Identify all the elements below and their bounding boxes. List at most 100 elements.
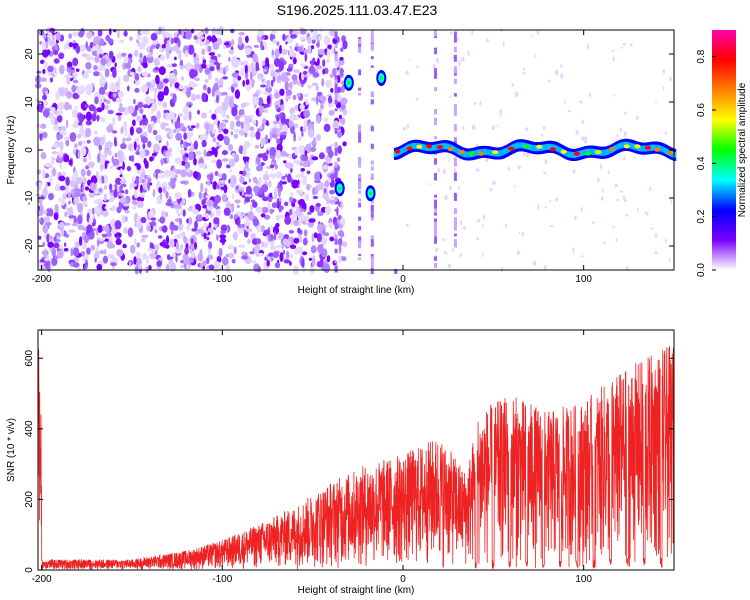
carrier-hotspot (585, 151, 591, 156)
noise-speck (43, 216, 51, 224)
x-tick-label: 0 (400, 274, 406, 285)
noise-speck (477, 219, 481, 223)
noise-speck (64, 222, 71, 226)
noise-speck (87, 57, 95, 61)
noise-speck (94, 251, 100, 260)
noise-speck (279, 180, 283, 188)
noise-speck (500, 113, 502, 118)
noise-speck (300, 126, 304, 132)
noise-speck (297, 46, 304, 52)
noise-speck (306, 183, 311, 191)
noise-speck (272, 173, 276, 179)
noise-speck (190, 93, 196, 102)
y-tick-label: 20 (24, 48, 35, 60)
noise-speck (198, 163, 204, 169)
colorbar-ticks: 0.0 0.2 0.4 0.6 0.8 (696, 49, 716, 277)
noise-speck (134, 87, 140, 93)
vertical-streak-segment (434, 241, 437, 244)
noise-speck (71, 223, 79, 227)
vertical-streak-segment (358, 40, 362, 45)
noise-speck (206, 199, 214, 207)
noise-speck (136, 163, 141, 171)
noise-speck (147, 181, 150, 191)
noise-speck (38, 196, 43, 204)
noise-speck (437, 168, 441, 173)
noise-speck (279, 44, 282, 54)
noise-speck (228, 158, 236, 168)
noise-speck (201, 92, 207, 103)
signal-blob-peak (338, 186, 342, 191)
noise-speck (88, 217, 92, 225)
noise-speck (508, 166, 511, 171)
vertical-streak-segment (453, 109, 457, 116)
noise-speck (58, 150, 64, 158)
noise-speck (83, 254, 89, 260)
noise-speck (205, 194, 211, 198)
noise-speck (242, 145, 248, 151)
noise-speck (144, 266, 148, 271)
noise-speck (311, 233, 315, 243)
carrier-hotspot (549, 147, 556, 152)
noise-speck (213, 217, 220, 225)
noise-speck (176, 127, 180, 134)
noise-speck (236, 216, 241, 227)
noise-speck (194, 77, 200, 82)
noise-speck (68, 229, 76, 233)
noise-speck (228, 144, 234, 151)
noise-speck (149, 156, 154, 162)
noise-speck (47, 241, 54, 248)
noise-speck (206, 237, 210, 240)
noise-speck (204, 67, 211, 75)
noise-speck (300, 28, 307, 35)
noise-speck (215, 106, 223, 114)
noise-speck (560, 64, 563, 68)
carrier-hotspot (458, 149, 465, 154)
noise-speck (190, 125, 196, 129)
noise-speck (630, 43, 633, 47)
vertical-streak-segment (334, 93, 338, 100)
noise-speck (244, 193, 252, 198)
noise-speck (223, 207, 231, 216)
noise-speck (244, 132, 248, 138)
x-tick-label: -200 (32, 274, 52, 285)
noise-speck (196, 228, 204, 234)
noise-speck (292, 69, 300, 74)
noise-speck (260, 84, 267, 88)
noise-speck (241, 255, 248, 260)
noise-speck (106, 125, 114, 133)
vertical-streak-segment (453, 124, 457, 132)
noise-speck (187, 125, 190, 129)
noise-speck (80, 146, 87, 157)
noise-speck (174, 169, 182, 175)
noise-speck (522, 152, 526, 157)
noise-speck (48, 193, 54, 201)
noise-speck (193, 52, 197, 58)
noise-speck (227, 244, 235, 250)
noise-speck (295, 43, 299, 48)
noise-speck (37, 182, 43, 187)
vertical-streak-segment (370, 65, 374, 68)
noise-speck (662, 86, 665, 91)
noise-speck (308, 218, 316, 223)
noise-speck (174, 56, 177, 61)
noise-speck (115, 232, 122, 239)
carrier-hotspot (426, 144, 433, 149)
vertical-streak-segment (370, 256, 374, 261)
noise-speck (171, 46, 179, 52)
noise-speck (84, 265, 87, 269)
noise-speck (44, 173, 50, 179)
noise-speck (152, 189, 156, 198)
noise-speck (203, 232, 207, 240)
noise-speck (42, 169, 46, 178)
noise-speck (298, 198, 306, 207)
noise-speck (93, 199, 101, 204)
noise-speck (175, 49, 182, 54)
noise-speck (534, 54, 537, 58)
noise-speck (189, 248, 193, 254)
noise-speck (68, 200, 71, 205)
noise-speck (151, 40, 160, 45)
noise-speck (156, 110, 161, 120)
noise-speck (654, 251, 658, 255)
noise-speck (243, 220, 251, 227)
